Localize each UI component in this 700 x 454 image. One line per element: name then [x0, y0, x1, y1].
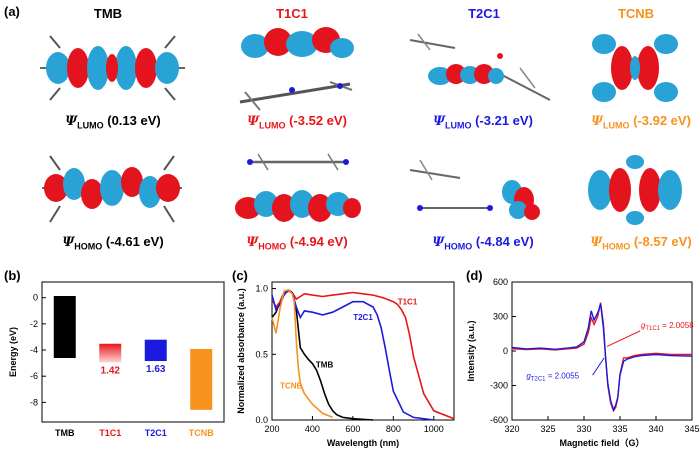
x-axis-label: Wavelength (nm) — [327, 438, 399, 448]
bar-t2c1 — [144, 339, 167, 362]
homo-energy-tmb: ΨHOMO (-4.61 eV) — [62, 234, 164, 252]
plot-frame — [511, 281, 693, 421]
bar-t1c1 — [99, 343, 122, 363]
x-tick-label: TCNB — [189, 428, 214, 438]
x-tick-label: 345 — [684, 424, 699, 434]
orbital-tcnb-lumo — [592, 34, 678, 102]
lumo-energy-tmb: ΨLUMO (0.13 eV) — [65, 113, 161, 131]
y-tick-label: 0 — [33, 293, 38, 303]
psi-symbol: Ψ — [62, 235, 75, 250]
plot-frame — [41, 281, 225, 423]
bar-tmb — [53, 296, 76, 359]
gap-label-t1c1: 1.42 — [101, 365, 121, 376]
panel-label-b: (b) — [4, 268, 21, 283]
series-label-tcnb: TCNB — [280, 381, 302, 390]
x-tick-label: 600 — [345, 424, 360, 434]
x-tick-label: 325 — [540, 424, 555, 434]
x-tick-label: 320 — [504, 424, 519, 434]
orbital-tcnb-homo — [588, 155, 682, 225]
y-axis-label: Energy (eV) — [8, 327, 18, 377]
x-axis-label: Magnetic field（G） — [559, 438, 644, 448]
series-label-tmb: TMB — [316, 360, 334, 369]
y-tick-label: -8 — [30, 397, 38, 407]
g-arrow-t1c1 — [606, 330, 641, 347]
y-tick-label: -2 — [30, 319, 38, 329]
lumo-energy-t1c1: ΨLUMO (-3.52 eV) — [247, 113, 347, 131]
orbital-tmb-homo — [42, 155, 182, 223]
x-tick-label: 400 — [305, 424, 320, 434]
y-tick-label: 0 — [503, 346, 508, 356]
psi-symbol: Ψ — [247, 114, 259, 129]
y-tick-label: -600 — [490, 415, 508, 425]
lumo-energy-tcnb: ΨLUMO (-3.92 eV) — [591, 113, 691, 131]
psi-symbol: Ψ — [433, 114, 445, 129]
series-label-t2c1: T2C1 — [353, 313, 373, 322]
series-line-t2c1 — [511, 303, 693, 412]
energy-level-chart: 0 -2 -4 -6 -8 TMB 1.42 T1C1 1.63 T2C1 TCNB Energy (… — [8, 281, 225, 438]
x-tick-label: 340 — [648, 424, 663, 434]
y-tick-label: 600 — [493, 277, 508, 287]
orbital-t1c1-homo — [235, 153, 361, 222]
panel-label-a: (a) — [4, 4, 20, 19]
panel-label-c: (c) — [232, 268, 248, 283]
g-arrow-t2c1 — [592, 357, 605, 376]
orbital-t2c1-homo — [409, 159, 540, 220]
orbital-t2c1-lumo — [409, 33, 551, 101]
orbital-tmb-lumo — [40, 35, 185, 101]
x-tick-label: 800 — [386, 424, 401, 434]
x-tick-label: T2C1 — [145, 428, 167, 438]
y-tick-label: 300 — [493, 312, 508, 322]
x-tick-label: 335 — [612, 424, 627, 434]
mol-title-t2c1: T2C1 — [468, 6, 500, 21]
absorbance-chart: 200 400 600 800 1000 0.0 0.5 1.0 T1C1 T2C1 TMB TCNB… — [236, 281, 455, 448]
orbital-t1c1-lumo — [239, 27, 354, 111]
series-line-tmb — [271, 288, 374, 421]
psi-symbol: Ψ — [432, 235, 445, 250]
psi-symbol: Ψ — [65, 114, 78, 129]
series-line-t1c1 — [271, 290, 455, 420]
y-tick-label: 0.0 — [255, 415, 268, 425]
x-tick-label: 200 — [264, 424, 279, 434]
x-tick-label: 330 — [576, 424, 591, 434]
homo-energy-t2c1: ΨHOMO (-4.84 eV) — [432, 234, 534, 252]
g-value-t2c1: gT2C1 = 2.0055 — [526, 372, 579, 383]
x-tick-label: 1000 — [424, 424, 444, 434]
series-label-t1c1: T1C1 — [398, 297, 418, 306]
y-axis-label: Normalized absorbance (a.u.) — [236, 288, 246, 414]
lumo-energy-t2c1: ΨLUMO (-3.21 eV) — [433, 113, 533, 131]
mol-title-tcnb: TCNB — [617, 6, 655, 21]
y-tick-label: -6 — [30, 371, 38, 381]
epr-chart: 320 325 330 335 340 345 -600 -300 0 300 600 gT1C1 =… — [466, 277, 700, 448]
gap-label-t2c1: 1.63 — [146, 364, 166, 375]
y-tick-label: -4 — [30, 345, 38, 355]
homo-energy-tcnb: ΨHOMO (-8.57 eV) — [590, 234, 692, 252]
y-tick-label: 1.0 — [255, 284, 268, 294]
psi-symbol: Ψ — [246, 235, 259, 250]
series-line-tcnb — [271, 288, 333, 419]
mol-title-tmb: TMB — [93, 6, 123, 21]
panel-label-d: (d) — [466, 268, 483, 283]
psi-symbol: Ψ — [591, 114, 603, 129]
homo-energy-t1c1: ΨHOMO (-4.94 eV) — [246, 234, 348, 252]
psi-symbol: Ψ — [590, 235, 603, 250]
g-value-t1c1: gT1C1 = 2.0058 — [641, 321, 694, 332]
y-tick-label: -300 — [490, 381, 508, 391]
bar-tcnb — [190, 348, 213, 410]
y-tick-label: 0.5 — [255, 349, 268, 359]
mol-title-t1c1: T1C1 — [276, 6, 308, 21]
x-tick-label: TMB — [55, 428, 75, 438]
x-tick-label: T1C1 — [99, 428, 121, 438]
y-axis-label: Intensity (a.u.) — [466, 320, 476, 381]
